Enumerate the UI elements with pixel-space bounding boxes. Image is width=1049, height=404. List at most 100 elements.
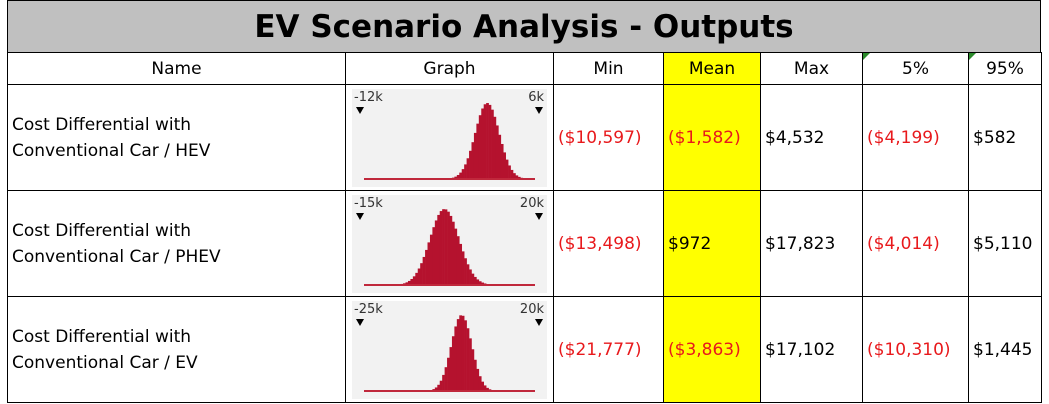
histogram-bar: [425, 249, 428, 285]
histogram-bar: [459, 172, 463, 179]
histogram-bar: [417, 268, 421, 285]
range-right: 20k: [519, 195, 544, 211]
max-cell: $17,102: [760, 296, 863, 403]
name-cell: Cost Differential with Conventional Car …: [7, 296, 346, 403]
p5-cell: ($4,014): [862, 190, 969, 297]
max-cell: $17,823: [760, 190, 863, 297]
histogram-bar: [464, 319, 467, 391]
column-header: Min: [553, 52, 664, 85]
histogram-bar: [500, 143, 504, 179]
range-right: 20k: [519, 301, 544, 317]
histogram-bar: [515, 174, 519, 179]
column-header: Graph: [345, 52, 554, 85]
histogram-bar: [449, 346, 453, 391]
column-header: Mean: [663, 52, 761, 85]
histogram-bar: [469, 150, 472, 179]
range-left: -15k: [354, 195, 383, 211]
data-row: Cost Differential with Conventional Car …: [7, 84, 1042, 191]
histogram-bar: [471, 141, 475, 179]
table-body: Name Graph Min Mean Max 5% 95% Cost Differentia…: [7, 52, 1042, 403]
histogram-bar: [483, 103, 487, 179]
histogram-shape: [364, 102, 535, 180]
histogram-bar: [503, 151, 506, 179]
histogram: -15k 20k: [352, 194, 547, 293]
column-header: Max: [760, 52, 863, 85]
left-marker: [356, 212, 364, 220]
histogram-bar: [476, 368, 480, 391]
histogram-bar: [459, 314, 463, 391]
column-header: Name: [7, 52, 346, 85]
histogram-bar: [456, 235, 460, 285]
histogram-bar: [444, 208, 448, 285]
histogram-bar: [456, 318, 460, 391]
left-marker: [356, 106, 364, 114]
histogram-shape: [364, 208, 535, 286]
histogram-bar: [437, 384, 441, 391]
output-table: Name Graph Min Mean Max 5% 95% Cost Differentia…: [7, 52, 1042, 403]
data-row: Cost Differential with Conventional Car …: [7, 296, 1042, 403]
histogram-bar: [422, 256, 426, 285]
histogram-bar: [510, 169, 514, 179]
right-marker: [535, 106, 543, 114]
max-cell: $4,532: [760, 84, 863, 191]
histogram-bar: [513, 172, 516, 179]
histogram-bar: [471, 273, 475, 285]
histogram-bar: [432, 226, 436, 285]
histogram-bar: [486, 102, 489, 179]
histogram-bar: [427, 241, 431, 285]
histogram-bar: [493, 116, 497, 179]
histogram-bar: [437, 214, 441, 285]
histogram-bar: [410, 278, 414, 285]
histogram-bar: [464, 163, 467, 179]
histogram-bar: [469, 337, 472, 391]
histogram-bar: [469, 268, 472, 285]
histogram-bar: [495, 124, 499, 179]
histogram-bar: [412, 275, 416, 285]
histogram-bar: [442, 374, 445, 391]
histogram-bar: [471, 348, 475, 391]
histogram-bar: [486, 387, 489, 391]
min-cell: ($21,777): [553, 296, 664, 403]
histogram-bar: [481, 381, 484, 391]
histogram-bar: [449, 215, 453, 285]
right-marker: [535, 318, 543, 326]
histogram-bar: [451, 221, 455, 285]
p95-cell: $582: [968, 84, 1042, 191]
histogram-bar: [444, 366, 448, 391]
histogram-bar: [481, 282, 484, 285]
mean-cell: ($1,582): [663, 84, 761, 191]
min-cell: ($10,597): [553, 84, 664, 191]
min-cell: ($13,498): [553, 190, 664, 297]
graph-cell: -12k 6k: [345, 84, 554, 191]
histogram-shape: [364, 314, 535, 392]
header-row: Name Graph Min Mean Max 5% 95%: [7, 52, 1042, 85]
histogram-bar: [466, 327, 470, 391]
column-header: 95%: [968, 52, 1042, 85]
graph-cell: -15k 20k: [345, 190, 554, 297]
graph-cell: -25k 20k: [345, 296, 554, 403]
range-right: 6k: [528, 89, 544, 105]
histogram-bar: [461, 250, 465, 285]
histogram-bar: [434, 219, 438, 285]
histogram-bar: [447, 211, 450, 285]
p95-cell: $1,445: [968, 296, 1042, 403]
title: EV Scenario Analysis - Outputs: [7, 0, 1041, 52]
histogram-bar: [491, 109, 494, 179]
range-left: -25k: [354, 301, 383, 317]
histogram-bar: [456, 174, 460, 179]
histogram-bar: [473, 276, 477, 285]
p95-cell: $5,110: [968, 190, 1042, 297]
name-text: Cost Differential with Conventional Car …: [12, 114, 211, 161]
histogram: -25k 20k: [352, 300, 547, 399]
histogram-bar: [442, 208, 445, 285]
histogram-bar: [439, 380, 443, 391]
histogram-bar: [478, 114, 482, 179]
range-left: -12k: [354, 89, 383, 105]
p5-cell: ($4,199): [862, 84, 969, 191]
histogram-bar: [476, 278, 480, 285]
histogram-bar: [478, 280, 482, 285]
left-marker: [356, 318, 364, 326]
p5-cell: ($10,310): [862, 296, 969, 403]
histogram-bar: [451, 335, 455, 391]
